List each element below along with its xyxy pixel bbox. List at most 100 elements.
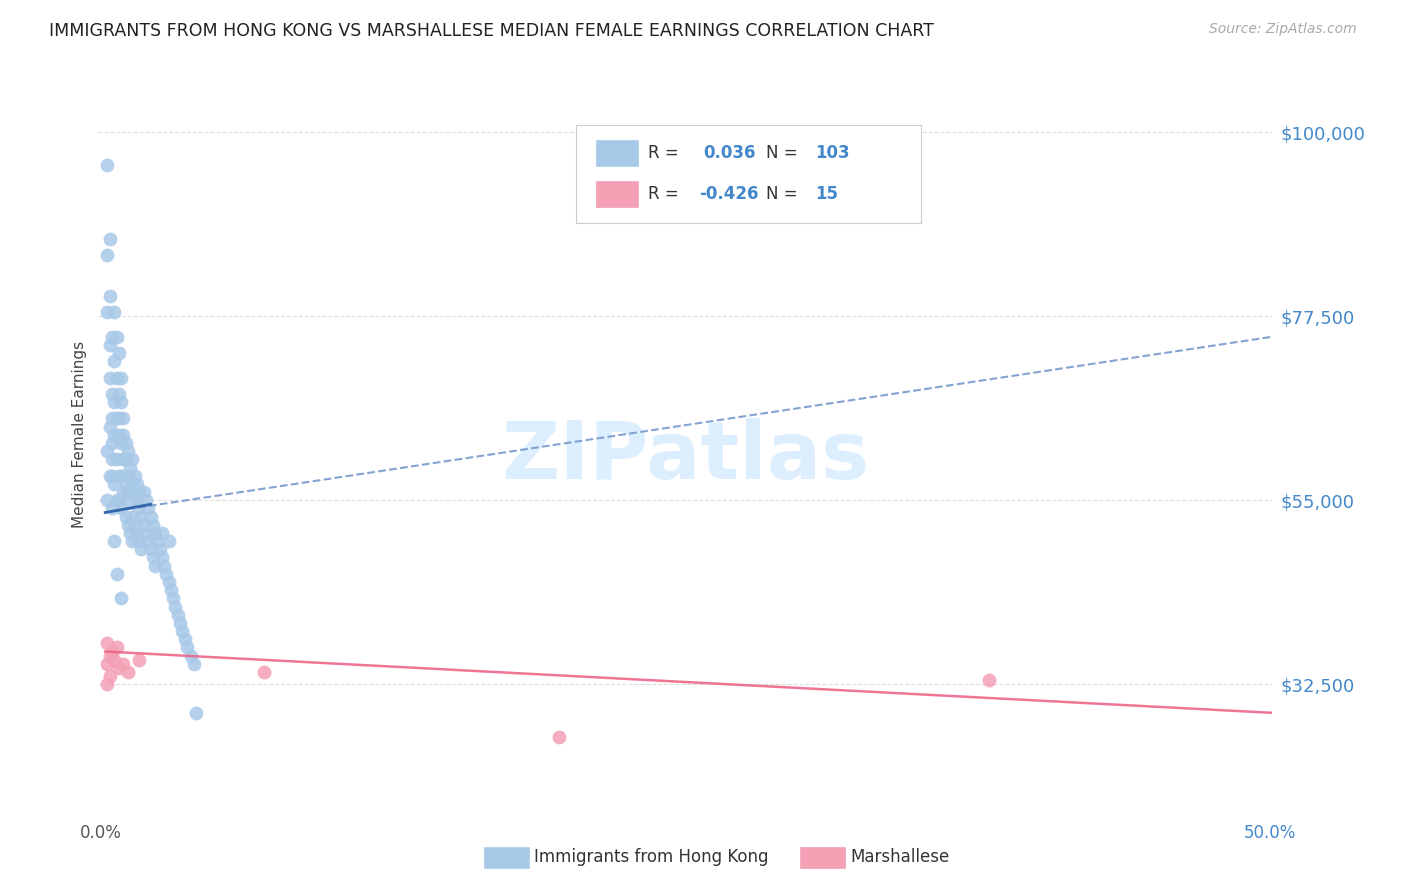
Text: Source: ZipAtlas.com: Source: ZipAtlas.com <box>1209 22 1357 37</box>
Point <box>101 387 124 401</box>
Point <box>173 632 195 647</box>
Point <box>132 485 155 500</box>
Point <box>101 452 124 467</box>
Point <box>112 657 135 671</box>
Point <box>160 583 183 598</box>
Text: IMMIGRANTS FROM HONG KONG VS MARSHALLESE MEDIAN FEMALE EARNINGS CORRELATION CHAR: IMMIGRANTS FROM HONG KONG VS MARSHALLESE… <box>49 22 934 40</box>
Point <box>166 607 188 622</box>
Point <box>136 534 159 549</box>
Point <box>98 468 121 483</box>
Point <box>124 485 146 500</box>
Text: Immigrants from Hong Kong: Immigrants from Hong Kong <box>534 848 769 866</box>
Text: ZIPatlas: ZIPatlas <box>502 418 869 496</box>
Point <box>143 525 166 540</box>
Text: 103: 103 <box>815 145 851 162</box>
Point <box>103 305 125 319</box>
Point <box>103 653 125 667</box>
Point <box>157 574 180 589</box>
Point <box>105 493 128 508</box>
Point <box>139 509 162 524</box>
Text: Marshallese: Marshallese <box>851 848 950 866</box>
Point <box>142 517 165 532</box>
Point <box>114 509 136 524</box>
Point <box>131 509 153 524</box>
Point <box>132 517 155 532</box>
Point <box>98 231 121 245</box>
Point <box>101 329 124 343</box>
Point <box>110 468 132 483</box>
Point <box>128 653 150 667</box>
Point <box>98 419 121 434</box>
Point <box>125 525 148 540</box>
Point <box>96 657 118 671</box>
Point <box>117 665 139 679</box>
Point <box>120 525 142 540</box>
Point <box>117 444 139 458</box>
Point <box>136 501 159 516</box>
Text: 0.036: 0.036 <box>703 145 755 162</box>
Point <box>125 476 148 491</box>
Point <box>96 636 118 650</box>
Point <box>105 370 128 384</box>
Point <box>112 411 135 425</box>
Point <box>125 493 148 508</box>
Point <box>184 706 207 720</box>
Point <box>117 468 139 483</box>
Text: -0.426: -0.426 <box>699 186 758 203</box>
Point <box>172 624 194 639</box>
Point <box>117 517 139 532</box>
Point <box>98 370 121 384</box>
Point <box>108 661 131 675</box>
Point <box>128 534 150 549</box>
Point <box>162 591 184 606</box>
Point <box>112 485 135 500</box>
Point <box>146 534 169 549</box>
Point <box>105 452 128 467</box>
Point <box>96 248 118 262</box>
Text: N =: N = <box>766 145 797 162</box>
Point <box>176 640 198 655</box>
Point <box>112 427 135 442</box>
Point <box>105 411 128 425</box>
Point <box>547 731 569 745</box>
Point <box>103 395 125 409</box>
Point <box>110 436 132 450</box>
Point <box>120 493 142 508</box>
Point <box>114 476 136 491</box>
Point <box>121 534 143 549</box>
Point <box>108 411 131 425</box>
Y-axis label: Median Female Earnings: Median Female Earnings <box>72 342 87 528</box>
Point <box>165 599 187 614</box>
Point <box>96 493 118 508</box>
Text: 15: 15 <box>815 186 838 203</box>
Point <box>124 468 146 483</box>
Point <box>121 476 143 491</box>
Point <box>180 648 202 663</box>
Point <box>183 657 205 671</box>
Point <box>114 452 136 467</box>
Text: R =: R = <box>648 186 679 203</box>
Point <box>149 542 172 557</box>
Point <box>135 525 157 540</box>
Point <box>114 436 136 450</box>
Point <box>155 566 177 581</box>
Point <box>131 542 153 557</box>
Point <box>121 509 143 524</box>
Point <box>103 427 125 442</box>
Point <box>105 566 128 581</box>
Point <box>96 444 118 458</box>
Point <box>128 501 150 516</box>
Point <box>110 370 132 384</box>
Point <box>157 534 180 549</box>
Point <box>120 460 142 475</box>
Point <box>139 542 162 557</box>
Point <box>135 493 157 508</box>
Point <box>103 354 125 368</box>
Point <box>124 517 146 532</box>
Point <box>98 289 121 303</box>
Point <box>101 411 124 425</box>
Point <box>101 501 124 516</box>
Point <box>110 395 132 409</box>
Point <box>105 329 128 343</box>
Point <box>150 550 173 565</box>
